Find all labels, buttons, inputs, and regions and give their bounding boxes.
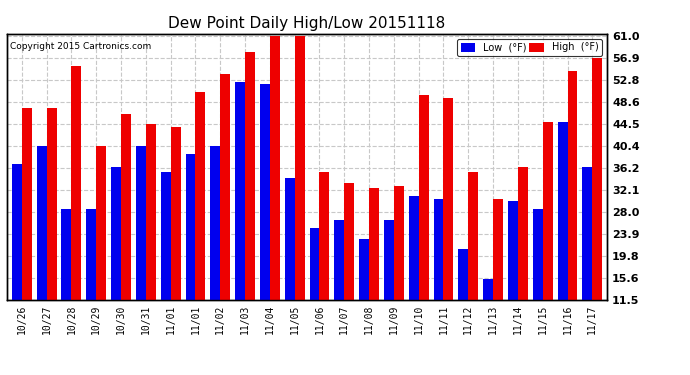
Bar (37, 146, 47, 300)
Bar (369, 188, 379, 300)
Bar (533, 210, 543, 300)
Bar (61, 210, 71, 300)
Bar (558, 122, 567, 300)
Bar (444, 98, 453, 300)
Bar (310, 228, 319, 300)
Bar (295, 36, 304, 300)
Bar (86, 210, 96, 300)
Bar (111, 167, 121, 300)
Bar (235, 82, 245, 300)
Bar (96, 146, 106, 300)
Bar (394, 186, 404, 300)
Bar (121, 114, 131, 300)
Bar (71, 66, 81, 300)
Bar (493, 199, 503, 300)
Bar (210, 146, 220, 300)
Bar (22, 108, 32, 300)
Bar (335, 220, 344, 300)
Bar (47, 108, 57, 300)
Bar (419, 95, 428, 300)
Bar (592, 58, 602, 300)
Bar (245, 53, 255, 300)
Bar (136, 146, 146, 300)
Title: Dew Point Daily High/Low 20151118: Dew Point Daily High/Low 20151118 (168, 16, 446, 31)
Legend: Low  (°F), High  (°F): Low (°F), High (°F) (457, 39, 602, 56)
Bar (270, 36, 279, 300)
Bar (458, 249, 469, 300)
Bar (146, 124, 156, 300)
Bar (161, 172, 170, 300)
Bar (508, 201, 518, 300)
Bar (469, 172, 478, 300)
Bar (518, 167, 528, 300)
Bar (567, 71, 578, 300)
Bar (359, 239, 369, 300)
Bar (285, 177, 295, 300)
Bar (12, 164, 22, 300)
Text: Copyright 2015 Cartronics.com: Copyright 2015 Cartronics.com (10, 42, 151, 51)
Bar (384, 220, 394, 300)
Bar (408, 196, 419, 300)
Bar (260, 84, 270, 300)
Bar (344, 183, 354, 300)
Bar (220, 74, 230, 300)
Bar (319, 172, 329, 300)
Bar (483, 279, 493, 300)
Bar (582, 167, 592, 300)
Bar (433, 199, 444, 300)
Bar (186, 154, 195, 300)
Bar (543, 122, 553, 300)
Bar (195, 92, 206, 300)
Bar (170, 127, 181, 300)
